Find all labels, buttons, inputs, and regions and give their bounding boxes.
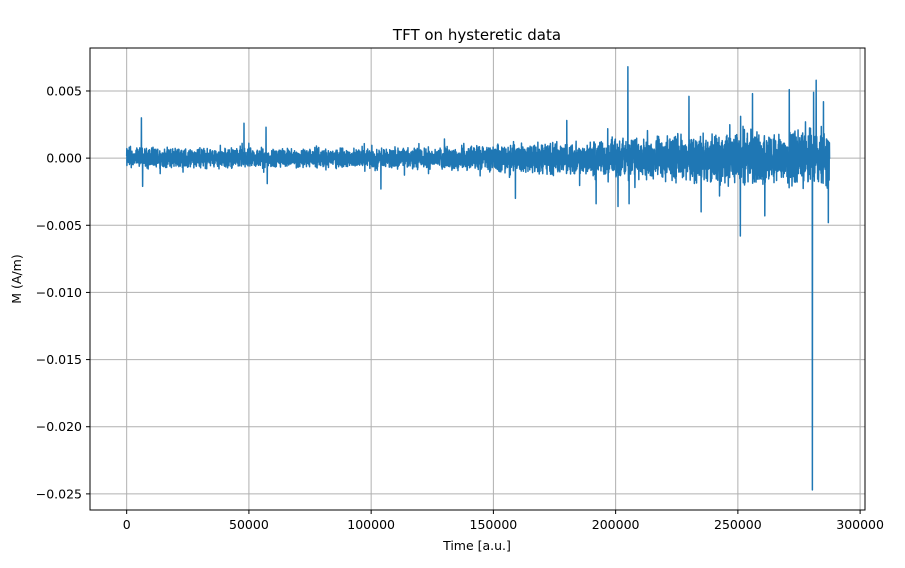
x-tick-label: 0 (123, 517, 131, 532)
chart-title: TFT on hysteretic data (392, 26, 561, 44)
x-axis-title: Time [a.u.] (442, 538, 511, 553)
y-tick-label: −0.015 (36, 352, 82, 367)
plot-area (125, 66, 831, 491)
y-tick-label: 0.005 (46, 83, 82, 98)
grid (90, 48, 865, 510)
y-tick-label: −0.025 (36, 486, 82, 501)
x-tick-label: 50000 (229, 517, 269, 532)
x-tick-label: 200000 (592, 517, 640, 532)
x-tick-label: 250000 (714, 517, 762, 532)
x-tick-label: 100000 (347, 517, 395, 532)
series-line (125, 66, 831, 491)
x-tick-label: 300000 (836, 517, 884, 532)
y-tick-label: −0.005 (36, 218, 82, 233)
x-tick-label: 150000 (470, 517, 518, 532)
axes-frame (89, 47, 866, 511)
ticks: 0 50000 100000 150000 200000 250000 300000 0.00… (36, 83, 884, 532)
y-tick-label: −0.010 (36, 285, 82, 300)
y-axis-title: M (A/m) (9, 254, 24, 303)
y-tick-label: −0.020 (36, 419, 82, 434)
y-tick-label: 0.000 (46, 151, 82, 166)
